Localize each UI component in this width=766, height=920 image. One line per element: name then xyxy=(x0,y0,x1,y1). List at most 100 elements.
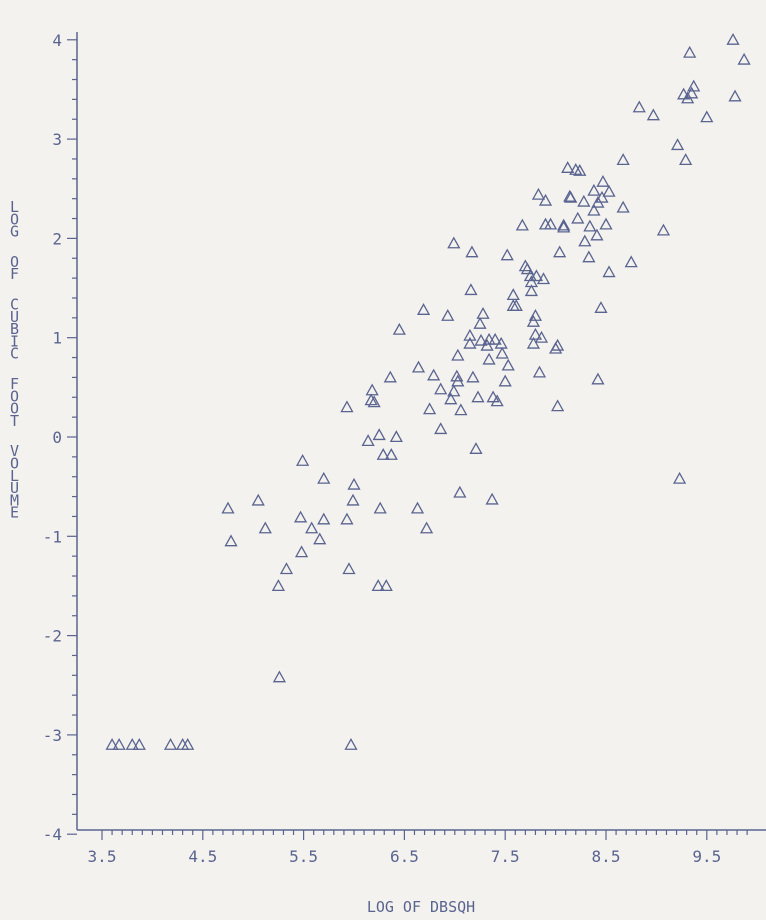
data-point xyxy=(422,402,437,415)
data-point xyxy=(453,485,467,498)
data-point xyxy=(509,299,523,311)
data-point xyxy=(616,200,630,213)
data-point xyxy=(656,223,671,236)
data-point xyxy=(531,187,546,200)
data-point xyxy=(737,52,751,65)
data-point xyxy=(679,153,693,166)
data-point xyxy=(346,493,360,506)
data-point xyxy=(528,327,543,340)
data-point xyxy=(427,368,441,381)
y-axis-label-char: E xyxy=(10,504,19,522)
x-tick-label: 8.5 xyxy=(592,847,621,866)
x-tick-label: 6.5 xyxy=(390,847,419,866)
data-point xyxy=(340,512,354,525)
data-point xyxy=(515,218,529,231)
data-point xyxy=(347,477,361,490)
data-point xyxy=(672,471,687,484)
data-point xyxy=(361,434,375,447)
data-point xyxy=(379,579,393,591)
data-point xyxy=(469,442,483,454)
y-tick-label: -2 xyxy=(43,627,62,646)
data-point xyxy=(528,309,543,321)
data-point xyxy=(596,174,610,187)
data-point xyxy=(591,372,605,385)
data-point xyxy=(419,521,434,534)
data-point xyxy=(569,163,583,175)
y-tick-label: 4 xyxy=(52,31,62,50)
x-axis-label: LOG OF DBSQH xyxy=(367,898,475,916)
data-points xyxy=(105,32,751,750)
data-point xyxy=(365,383,379,396)
data-point xyxy=(372,428,386,441)
data-point xyxy=(685,86,699,99)
data-point xyxy=(466,370,480,383)
data-point xyxy=(295,453,310,466)
data-point xyxy=(344,737,358,750)
data-point xyxy=(646,108,660,121)
data-point xyxy=(557,218,571,231)
data-point xyxy=(482,352,496,365)
data-point xyxy=(258,521,272,534)
y-axis-label-char: I xyxy=(10,332,19,350)
data-point xyxy=(342,562,356,575)
data-point xyxy=(553,245,567,258)
data-point xyxy=(279,562,294,575)
data-point xyxy=(450,369,464,382)
y-axis-label-char: L xyxy=(10,198,19,216)
data-point xyxy=(494,336,508,349)
data-point xyxy=(411,360,426,373)
y-axis-label-char: O xyxy=(10,253,19,271)
data-point xyxy=(557,220,571,233)
data-point xyxy=(376,448,390,460)
data-point xyxy=(488,332,502,345)
data-point xyxy=(526,314,541,327)
data-point xyxy=(125,737,139,750)
data-point xyxy=(587,183,601,196)
x-tick-label: 5.5 xyxy=(289,847,318,866)
y-axis-label-char: U xyxy=(10,308,19,326)
data-point xyxy=(447,236,461,249)
data-point xyxy=(294,545,309,558)
y-axis-label-char: M xyxy=(10,491,19,509)
y-axis-label-char: B xyxy=(10,320,19,338)
data-point xyxy=(463,336,477,349)
data-point xyxy=(532,365,547,378)
y-tick-label: 0 xyxy=(52,428,62,447)
data-point xyxy=(293,510,308,523)
data-point xyxy=(687,79,701,92)
data-point xyxy=(444,392,458,405)
data-point xyxy=(441,309,455,321)
data-point xyxy=(595,190,609,203)
data-point xyxy=(495,346,509,359)
y-tick-label: -4 xyxy=(43,825,62,844)
data-point xyxy=(251,493,265,506)
data-point xyxy=(543,217,558,230)
x-tick-labels: 3.5 4.5 5.5 6.5 7.5 8.5 9.5 xyxy=(88,847,722,866)
data-point xyxy=(367,395,381,408)
data-point xyxy=(181,737,195,750)
data-point xyxy=(434,382,448,395)
data-point xyxy=(272,670,287,683)
data-point xyxy=(670,138,685,151)
data-point xyxy=(221,501,235,514)
data-point xyxy=(371,579,385,591)
x-tick-label: 3.5 xyxy=(88,847,117,866)
y-axis-label-char: F xyxy=(10,265,19,283)
data-point xyxy=(551,399,565,412)
data-point xyxy=(476,307,490,319)
data-point xyxy=(112,737,126,750)
y-tick-label: -3 xyxy=(43,726,62,745)
data-point xyxy=(317,471,331,484)
data-point xyxy=(313,532,327,545)
data-point xyxy=(465,245,479,258)
data-point xyxy=(582,250,596,263)
y-axis-label-char: O xyxy=(10,210,19,228)
data-point xyxy=(526,336,541,349)
axes xyxy=(76,32,766,831)
y-tick-label: -1 xyxy=(43,527,62,546)
data-point xyxy=(163,737,178,750)
data-point xyxy=(551,338,565,351)
data-point xyxy=(524,284,539,297)
